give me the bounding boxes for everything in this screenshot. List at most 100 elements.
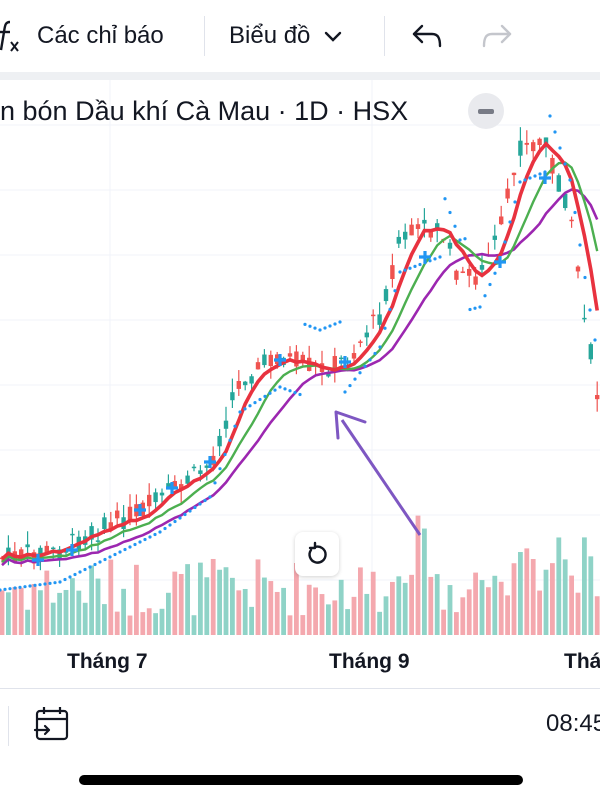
volume-bar <box>326 604 331 635</box>
buy-signal-marker <box>32 554 44 566</box>
indicators-button[interactable]: Các chỉ báo <box>37 0 164 72</box>
sar-dot <box>288 389 292 393</box>
candle-body <box>595 395 600 400</box>
volume-bar <box>479 580 485 635</box>
candle-body <box>255 362 261 370</box>
candle-body <box>223 420 229 429</box>
sar-dot <box>323 326 327 330</box>
candle-body <box>447 242 453 249</box>
sar-dot <box>173 519 177 524</box>
sar-dot <box>373 351 377 356</box>
redo-icon[interactable] <box>480 22 514 50</box>
sar-dot <box>438 255 442 259</box>
sar-dot <box>578 243 582 247</box>
sar-dot <box>558 146 562 150</box>
volume-bar <box>332 600 338 635</box>
candle-body <box>243 381 248 386</box>
candle-body <box>172 481 177 490</box>
minus-icon <box>478 108 494 114</box>
sar-dot <box>78 570 82 574</box>
sar-dot <box>188 509 192 513</box>
reset-chart-button[interactable] <box>295 532 339 576</box>
volume-bar <box>575 592 581 635</box>
candle-body <box>403 231 408 240</box>
volume-bar <box>428 576 434 635</box>
candle-body <box>332 356 337 370</box>
volume-bar <box>230 577 235 635</box>
candle-body <box>179 484 184 491</box>
sar-dot <box>533 174 537 178</box>
sar-dot <box>278 385 282 389</box>
volume-bar <box>569 575 574 635</box>
candle-body <box>204 465 209 468</box>
sar-dot <box>538 172 542 176</box>
annotation-arrow <box>340 419 422 536</box>
volume-bar <box>242 588 248 635</box>
sar-dot <box>68 575 72 579</box>
candle-body <box>364 332 369 338</box>
sar-dot <box>568 178 572 182</box>
volume-bar <box>210 558 216 635</box>
volume-bar <box>50 602 56 635</box>
sar-dot <box>203 498 207 503</box>
chart-area[interactable] <box>0 80 600 688</box>
volume-bar <box>166 592 171 635</box>
price-chart[interactable] <box>0 80 600 688</box>
volume-bar <box>146 608 152 635</box>
volume-bar <box>370 571 376 635</box>
collapse-legend-button[interactable] <box>468 93 504 129</box>
volume-bar <box>153 613 158 635</box>
sar-dot <box>518 180 522 184</box>
sar-dot <box>478 305 482 309</box>
undo-icon[interactable] <box>410 22 444 50</box>
sar-dot <box>93 562 97 567</box>
volume-bar <box>550 563 555 635</box>
sar-dot <box>193 505 197 510</box>
volume-bar <box>556 537 562 635</box>
candle-body <box>390 265 395 280</box>
sar-dot <box>38 583 42 587</box>
candle-body <box>51 547 56 550</box>
sar-dot <box>413 264 417 268</box>
volume-bar <box>268 581 274 635</box>
volume-bar <box>319 594 325 635</box>
sar-dot <box>458 238 462 242</box>
volume-bar <box>6 592 11 635</box>
volume-bar <box>134 564 139 635</box>
volume-bar <box>102 604 107 635</box>
sar-dot <box>73 572 77 577</box>
candle-body <box>569 219 574 222</box>
chart-type-dropdown[interactable]: Biểu đồ <box>229 0 346 72</box>
sar-dot <box>243 407 247 411</box>
sar-dot <box>553 130 557 134</box>
go-to-date-icon[interactable] <box>33 705 71 743</box>
candle-body <box>499 216 504 225</box>
sar-dot <box>488 282 492 287</box>
sar-dot <box>503 240 507 244</box>
sar-dot <box>238 410 242 414</box>
volume-bar <box>351 596 357 635</box>
sar-dot <box>153 532 157 537</box>
candle-body <box>575 266 581 272</box>
sar-dot <box>333 322 337 326</box>
volume-bar <box>274 591 280 635</box>
sar-dot <box>143 537 147 542</box>
volume-bar <box>191 615 197 635</box>
sar-dot <box>293 391 297 395</box>
candle-body <box>217 435 222 447</box>
candle-body <box>556 175 561 192</box>
sar-dot <box>103 557 107 562</box>
sar-dot <box>573 210 577 215</box>
candle-body <box>550 157 555 174</box>
volume-bar <box>18 587 24 635</box>
volume-bar <box>415 515 421 635</box>
sar-dot <box>588 308 592 312</box>
sar-dot <box>228 438 232 442</box>
function-fx-icon[interactable] <box>0 18 24 54</box>
sar-dot <box>53 581 57 585</box>
ma-slow-line <box>1 188 599 567</box>
sar-dot <box>208 495 212 499</box>
ma-fast-line <box>0 141 599 561</box>
volume-bar <box>396 576 402 635</box>
sar-dot <box>343 390 347 394</box>
